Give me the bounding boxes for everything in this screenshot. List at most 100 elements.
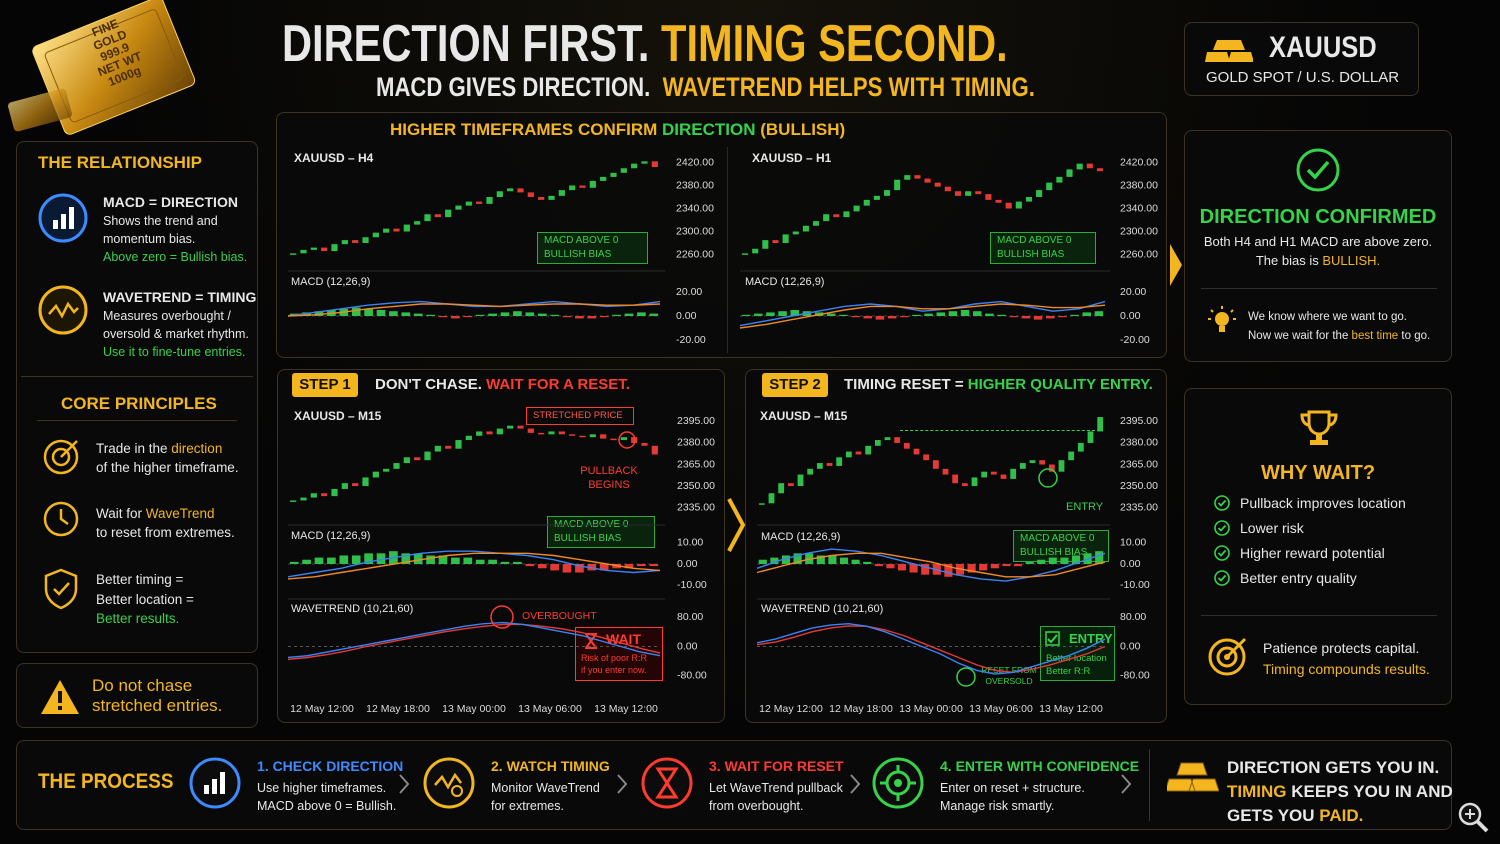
annotation: PULLBACK BEGINS [578, 464, 640, 492]
divider [1201, 615, 1437, 616]
principle: Wait for WaveTrend to reset from extremes… [96, 504, 235, 542]
text-segment: Patience protects capital. [1263, 640, 1420, 656]
text-line: RESET FROM [981, 665, 1037, 675]
box-title: ENTRY [1069, 631, 1113, 646]
chart-label: WAVETREND (10,21,60) [761, 603, 884, 615]
gold-bar-art [8, 0, 196, 135]
text-line: Better location [1046, 653, 1107, 664]
step-title: 1. CHECK DIRECTION [257, 758, 404, 774]
text-segment: HIGHER TIMEFRAMES CONFIRM [390, 120, 662, 139]
text-segment: Better location = [96, 591, 194, 607]
text-segment: Use it to fine-tune entries. [103, 345, 246, 359]
text-line: MACD ABOVE 0 [554, 519, 629, 530]
text-segment: DIRECTION GETS YOU IN. [1227, 758, 1440, 777]
annotation: ENTRY [1066, 501, 1104, 513]
step-title: DON'T CHASE. WAIT FOR A RESET. [375, 376, 630, 394]
step-badge: STEP 1 [292, 373, 358, 397]
why-wait-box: WHY WAIT? Patience protects capital. Timi… [1184, 388, 1452, 705]
text-line: MACD ABOVE 0 [544, 235, 619, 246]
symbol-name: GOLD SPOT / U.S. DOLLAR [1206, 69, 1400, 86]
list-item: Higher reward potential [1214, 544, 1385, 562]
arrow [1170, 244, 1182, 286]
badge: MACD ABOVE 0 BULLISH BIAS [537, 232, 648, 264]
text-segment: Now we wait for the [1248, 330, 1352, 342]
text-segment: WAIT FOR A RESET. [486, 376, 630, 393]
step-text: Let WaveTrend pullback [709, 781, 843, 795]
trophy-icon [1300, 410, 1338, 445]
badge: MACD ABOVE 0 BULLISH BIAS [547, 516, 655, 548]
wavetrend-icon [38, 285, 88, 335]
badge: MACD ABOVE 0 BULLISH BIAS [990, 232, 1096, 264]
divider [1149, 749, 1150, 821]
text-segment: The bias is [1255, 253, 1323, 268]
target-icon [1208, 637, 1247, 676]
chart-label: MACD (12,26,9) [291, 276, 371, 288]
entry-box: ENTRY Better location Better R:R [1040, 626, 1115, 681]
level-line [900, 430, 1100, 431]
list-item: Pullback improves location [1214, 494, 1406, 512]
check-circle-icon [1296, 148, 1340, 192]
text-segment: DIRECTION [662, 120, 756, 139]
chart-label: WAVETREND (10,21,60) [291, 603, 414, 615]
bulb-icon [1208, 306, 1236, 332]
chevron [399, 774, 410, 794]
text-line: DON'T CHASE. WAIT FOR A RESET. [375, 376, 630, 394]
text-segment: WAVETREND HELPS WITH TIMING. [662, 72, 1035, 102]
text-line: oversold & market rhythm. [103, 325, 249, 343]
subtitle: MACD GIVES DIRECTION. WAVETREND HELPS WI… [376, 72, 1035, 102]
text-line: Above zero = Bullish bias. [103, 248, 247, 266]
step-badge: STEP 2 [762, 373, 828, 397]
step-icon [423, 757, 475, 809]
note: We know where we want to go. Now we wait … [1248, 308, 1430, 346]
step-text: Monitor WaveTrend [491, 781, 600, 795]
text-line: MACD ABOVE 0 [1020, 533, 1095, 544]
text-segment: BULLISH. [1322, 253, 1381, 268]
warning-box: Do not chase stretched entries. [16, 663, 258, 728]
principle: Better timing = Better location = Better r… [96, 570, 194, 629]
divider [1201, 288, 1437, 289]
text-line: HIGHER TIMEFRAMES CONFIRM DIRECTION (BUL… [390, 120, 845, 140]
item-body: Shows the trend and momentum bias. Above z… [103, 212, 247, 266]
check-icon [1214, 520, 1230, 536]
item-text: Higher reward potential [1240, 545, 1385, 561]
divider [37, 420, 237, 421]
macd-icon [38, 193, 88, 243]
text-segment: Timing compounds results. [1263, 661, 1430, 677]
text-line: OVERSOLD [985, 676, 1033, 686]
relationship-box: THE RELATIONSHIP MACD = DIRECTION Shows … [16, 141, 258, 653]
text-line: DIRECTION GETS YOU IN. [1227, 756, 1453, 780]
box-title: WHY WAIT? [1260, 462, 1376, 484]
text-segment: DIRECTION FIRST. [282, 15, 662, 73]
step-text: MACD above 0 = Bullish. [257, 799, 397, 813]
text-segment: of the higher timeframe. [96, 460, 239, 475]
item-text: Lower risk [1240, 520, 1304, 536]
item-heading: WAVETREND = TIMING [103, 289, 257, 305]
badge: MACD ABOVE 0 BULLISH BIAS [1013, 530, 1109, 562]
step-title: 3. WAIT FOR RESET [709, 758, 844, 774]
text-segment: KEEPS YOU IN AND [1286, 782, 1453, 801]
text-segment: Better timing = [96, 572, 184, 587]
text-segment: Wait for [96, 506, 146, 521]
zoom-button[interactable] [1456, 800, 1490, 834]
chart-label: XAUUSD – H1 [752, 151, 832, 165]
text-line: Better timing = [96, 570, 194, 590]
box-text: Risk of poor R:R if you enter now. [581, 652, 647, 676]
text-line: to reset from extremes. [96, 523, 235, 542]
text-line: Better results. [96, 609, 194, 629]
annotation: OVERBOUGHT [522, 610, 597, 622]
text-segment: HIGHER QUALITY ENTRY. [967, 376, 1153, 393]
chart-label: MACD (12,26,9) [761, 531, 841, 543]
arrow [727, 498, 746, 552]
text-segment: TIMING RESET = [844, 376, 968, 393]
text-segment: TIMING SECOND. [661, 15, 1008, 73]
step-title: 2. WATCH TIMING [491, 758, 610, 774]
annotation: STRETCHED PRICE [526, 407, 634, 425]
chart-label: XAUUSD – M15 [760, 409, 848, 423]
text-segment: Shows the trend and [103, 214, 218, 228]
text-segment: best time [1351, 330, 1399, 342]
text-segment: Both H4 and H1 MACD are above zero. [1203, 234, 1433, 249]
text-line: BULLISH BIAS [554, 533, 622, 544]
check-icon [1214, 570, 1230, 586]
text-line: BEGINS [588, 479, 630, 491]
text-segment: momentum bias. [103, 232, 196, 246]
